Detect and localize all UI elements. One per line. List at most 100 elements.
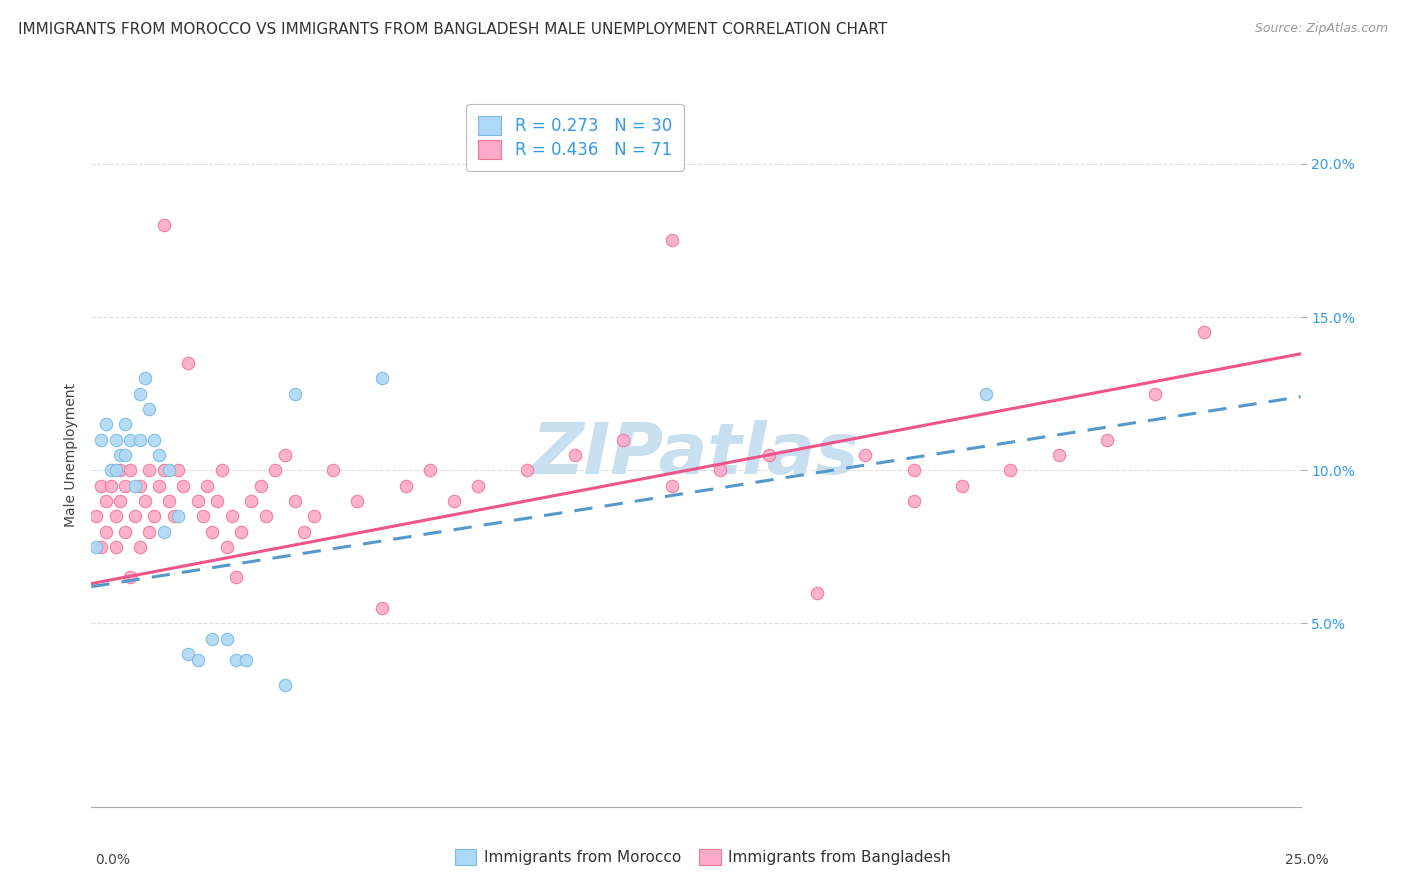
Point (177, 356, 200, 370)
Point (254, 509, 277, 524)
Point (1192, 326, 1215, 340)
Point (94, 494, 117, 508)
Point (661, 234, 683, 248)
Point (1095, 433, 1118, 447)
Point (100, 478, 122, 492)
Point (419, 463, 441, 477)
Point (903, 494, 925, 508)
Point (138, 401, 160, 416)
Point (100, 463, 122, 477)
Point (90, 540, 112, 554)
Point (90, 478, 112, 492)
Point (94, 417, 117, 432)
Point (104, 509, 127, 524)
Y-axis label: Male Unemployment: Male Unemployment (63, 383, 77, 527)
Point (264, 463, 287, 477)
Point (274, 448, 297, 462)
Point (153, 218, 176, 232)
Point (215, 540, 238, 554)
Point (443, 494, 465, 508)
Point (114, 478, 136, 492)
Point (128, 540, 150, 554)
Point (84, 540, 107, 554)
Point (110, 494, 132, 508)
Point (187, 653, 209, 667)
Point (709, 463, 731, 477)
Point (1144, 386, 1167, 401)
Point (167, 463, 190, 477)
Legend: Immigrants from Morocco, Immigrants from Bangladesh: Immigrants from Morocco, Immigrants from… (449, 843, 957, 871)
Point (153, 524, 176, 539)
Point (162, 509, 184, 524)
Text: 25.0%: 25.0% (1285, 853, 1329, 867)
Point (128, 478, 150, 492)
Point (124, 478, 146, 492)
Point (274, 678, 297, 692)
Point (467, 478, 489, 492)
Point (143, 433, 166, 447)
Point (134, 371, 156, 385)
Point (853, 448, 876, 462)
Point (201, 524, 224, 539)
Point (211, 463, 233, 477)
Point (177, 647, 200, 661)
Point (134, 494, 156, 508)
Point (249, 478, 271, 492)
Point (395, 478, 418, 492)
Point (90, 433, 112, 447)
Point (128, 433, 150, 447)
Point (187, 494, 209, 508)
Point (205, 494, 228, 508)
Text: ZIPatlas: ZIPatlas (533, 420, 859, 490)
Point (94, 524, 117, 539)
Point (1000, 463, 1022, 477)
Point (322, 463, 344, 477)
Point (346, 494, 368, 508)
Point (758, 448, 780, 462)
Point (215, 632, 238, 646)
Point (148, 448, 170, 462)
Text: IMMIGRANTS FROM MOROCCO VS IMMIGRANTS FROM BANGLADESH MALE UNEMPLOYMENT CORRELAT: IMMIGRANTS FROM MOROCCO VS IMMIGRANTS FR… (18, 22, 887, 37)
Point (661, 478, 683, 492)
Point (153, 463, 176, 477)
Point (235, 653, 257, 667)
Point (283, 386, 305, 401)
Point (564, 448, 586, 462)
Point (114, 524, 136, 539)
Point (172, 478, 194, 492)
Point (302, 509, 325, 524)
Point (120, 463, 142, 477)
Point (191, 509, 214, 524)
Point (128, 386, 150, 401)
Point (114, 448, 136, 462)
Point (104, 433, 127, 447)
Point (157, 494, 180, 508)
Point (950, 478, 973, 492)
Point (516, 463, 538, 477)
Point (148, 478, 170, 492)
Point (110, 463, 132, 477)
Legend: R = 0.273   N = 30, R = 0.436   N = 71: R = 0.273 N = 30, R = 0.436 N = 71 (467, 103, 683, 170)
Point (283, 494, 305, 508)
Point (806, 586, 828, 600)
Point (370, 601, 392, 615)
Point (138, 524, 160, 539)
Point (110, 448, 132, 462)
Point (974, 386, 997, 401)
Point (138, 463, 160, 477)
Point (104, 463, 127, 477)
Point (1047, 448, 1070, 462)
Point (114, 417, 136, 432)
Text: Source: ZipAtlas.com: Source: ZipAtlas.com (1254, 22, 1388, 36)
Point (167, 509, 190, 524)
Point (221, 509, 243, 524)
Point (240, 494, 263, 508)
Point (143, 509, 166, 524)
Point (84, 509, 107, 524)
Point (201, 632, 224, 646)
Point (370, 371, 392, 385)
Point (225, 653, 247, 667)
Point (104, 540, 127, 554)
Point (157, 463, 180, 477)
Point (197, 478, 219, 492)
